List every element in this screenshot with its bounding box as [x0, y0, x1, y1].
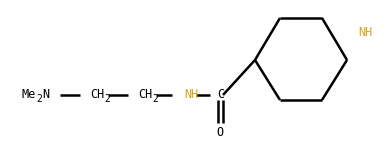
Text: 2: 2	[104, 94, 110, 104]
Text: Me: Me	[22, 89, 36, 102]
Text: CH: CH	[90, 89, 104, 102]
Text: C: C	[217, 89, 224, 102]
Text: NH: NH	[358, 25, 372, 38]
Text: NH: NH	[184, 89, 198, 102]
Text: 2: 2	[36, 94, 42, 104]
Text: CH: CH	[138, 89, 152, 102]
Text: 2: 2	[152, 94, 158, 104]
Text: O: O	[217, 126, 224, 140]
Text: N: N	[42, 89, 49, 102]
